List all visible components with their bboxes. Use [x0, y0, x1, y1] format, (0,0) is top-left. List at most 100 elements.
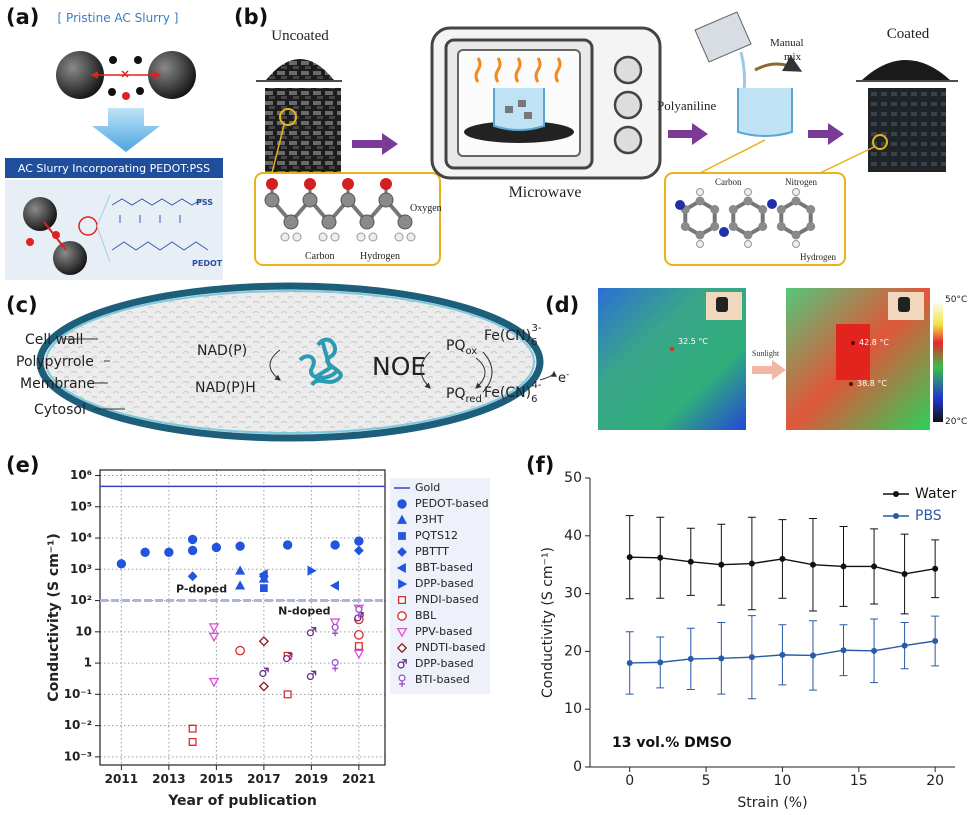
beaker: [738, 88, 792, 136]
nitrogen: [719, 227, 729, 237]
x-tick-label: 2015: [200, 772, 233, 786]
x-tick-label: 5: [702, 773, 711, 789]
legend-marker: [398, 612, 406, 620]
point: [810, 562, 816, 568]
dot: [136, 87, 144, 95]
x-tick-label: 2021: [342, 772, 375, 786]
dot: [109, 56, 117, 64]
text-part: Fe(CN): [484, 385, 531, 401]
point: [355, 546, 363, 554]
point: [902, 643, 908, 649]
color-bar: [933, 300, 943, 422]
point: [627, 660, 633, 666]
uncoated-photo: [265, 88, 341, 172]
y-tick-label: 10⁵: [70, 499, 92, 513]
coated-label: Coated: [887, 26, 930, 42]
point: [236, 542, 244, 550]
legend-label: Water: [915, 486, 957, 502]
y-axis-label: Conductivity (S cm⁻¹): [540, 547, 556, 698]
legend-label: DPP-based: [415, 657, 474, 670]
carbon: [696, 231, 705, 240]
temp-label: 32.5 °C: [678, 337, 708, 346]
y-tick-label: 50: [564, 470, 582, 486]
hydrogen: [697, 189, 704, 196]
point: [688, 559, 694, 565]
y-tick-label: 1: [84, 656, 92, 670]
layer-label: Cytosol: [34, 402, 86, 418]
microwave-label: Microwave: [509, 184, 582, 201]
atom-label: Hydrogen: [800, 252, 836, 262]
noe-label: NOE: [372, 352, 426, 381]
point: [236, 567, 244, 575]
down-arrow: [92, 108, 160, 152]
point: [355, 631, 363, 639]
point: [356, 643, 363, 650]
atom-label: Carbon: [305, 251, 334, 262]
legend-marker: [398, 500, 406, 508]
probe: [851, 341, 855, 345]
atom-label: Oxygen: [410, 203, 442, 214]
polyaniline-label: Polyaniline: [657, 98, 716, 113]
body: (a) [ Pristine AC Slurry ] AC Slurry Inc…: [0, 0, 968, 815]
sunlight-label: Sunlight: [752, 349, 780, 358]
carbon: [710, 222, 719, 231]
point: [627, 554, 633, 560]
dot: [134, 56, 142, 64]
y-tick-label: 20: [564, 643, 582, 659]
hydrogen: [357, 233, 365, 241]
hydrogen: [697, 241, 704, 248]
x-tick-label: 2017: [247, 772, 280, 786]
point: [332, 624, 338, 636]
panel-c: (c) Cell wall Polypyrrole Membrane Cytos…: [6, 286, 569, 438]
y-tick-label: 10²: [70, 593, 92, 607]
legend-label: PBTTT: [415, 545, 449, 558]
pedot-label: PEDOT: [192, 259, 223, 268]
cell: [40, 286, 540, 438]
hydrogen: [745, 189, 752, 196]
point: [718, 562, 724, 568]
y-tick-label: 10⁻¹: [64, 687, 92, 701]
carbon: [681, 222, 690, 231]
x-tick-label: 10: [774, 773, 792, 789]
legend-marker: [399, 597, 406, 604]
point: [260, 682, 268, 690]
rod: [505, 106, 513, 113]
x-tick-label: 15: [850, 773, 868, 789]
carbon: [758, 222, 767, 231]
point: [871, 563, 877, 569]
legend-label: PPV-based: [415, 625, 472, 638]
uncoated-label: Uncoated: [271, 28, 329, 44]
point: [331, 581, 339, 589]
legend-marker: [893, 491, 899, 497]
panel-title: [ Pristine AC Slurry ]: [58, 11, 179, 25]
x-axis-label: Year of publication: [167, 793, 317, 809]
hydrogen: [395, 233, 403, 241]
text-part: red: [465, 394, 481, 405]
point: [355, 537, 363, 545]
text-part: PQ: [446, 386, 465, 402]
point: [261, 585, 268, 592]
carbon: [729, 222, 738, 231]
point: [718, 655, 724, 661]
carbon: [710, 205, 719, 214]
y-tick-label: 10⁶: [70, 468, 92, 482]
point: [902, 571, 908, 577]
text-part: -: [566, 370, 569, 380]
carbon: [758, 205, 767, 214]
carbon: [729, 205, 738, 214]
point: [779, 556, 785, 562]
knob: [615, 57, 641, 83]
oxygen: [342, 178, 354, 190]
point: [810, 652, 816, 658]
nadp-label: NAD(P): [197, 343, 247, 359]
panel-b: (b) Uncoated Oxygen Carbon Hydrogen Micr…: [234, 5, 958, 265]
probe: [849, 382, 853, 386]
point: [308, 567, 316, 575]
carbon: [744, 231, 753, 240]
point: [210, 624, 218, 632]
temp-label: 38.8 °C: [857, 379, 887, 388]
mix-arrow: [755, 64, 799, 70]
panel-label: (f): [526, 453, 554, 477]
carbon: [322, 215, 336, 229]
y-tick-label: 10⁻³: [64, 749, 92, 763]
